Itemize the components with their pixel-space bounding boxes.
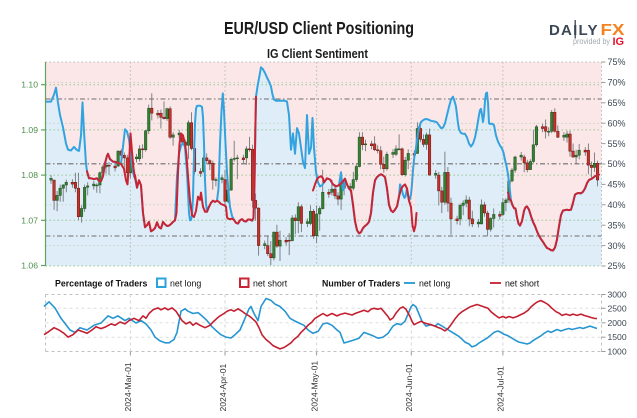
svg-text:1.08: 1.08 (21, 170, 38, 180)
svg-text:Number of Traders: Number of Traders (322, 279, 400, 289)
svg-text:40%: 40% (608, 200, 626, 210)
svg-text:IG Client Sentiment: IG Client Sentiment (267, 47, 369, 61)
svg-text:IG: IG (613, 36, 625, 48)
svg-text:2000: 2000 (608, 318, 627, 328)
svg-text:1.09: 1.09 (21, 125, 38, 135)
svg-text:55%: 55% (608, 139, 626, 149)
svg-text:provided by: provided by (573, 37, 610, 46)
svg-text:65%: 65% (608, 98, 626, 108)
svg-text:1500: 1500 (608, 332, 627, 342)
svg-text:3000: 3000 (608, 290, 627, 300)
svg-text:Percentage of Traders: Percentage of Traders (55, 279, 148, 289)
svg-text:net long: net long (170, 279, 201, 289)
svg-text:2024-May-01: 2024-May-01 (309, 361, 319, 412)
svg-text:35%: 35% (608, 220, 626, 230)
svg-text:EUR/USD Client Positioning: EUR/USD Client Positioning (224, 18, 414, 38)
svg-text:2024-Apr-01: 2024-Apr-01 (218, 364, 228, 412)
svg-text:net long: net long (419, 279, 450, 289)
svg-text:2500: 2500 (608, 303, 627, 313)
svg-text:30%: 30% (608, 241, 626, 251)
svg-text:net short: net short (253, 279, 288, 289)
svg-text:1.10: 1.10 (21, 80, 38, 90)
svg-text:net short: net short (505, 279, 540, 289)
svg-text:75%: 75% (608, 57, 626, 67)
svg-text:1.06: 1.06 (21, 261, 38, 271)
svg-text:FX: FX (601, 22, 625, 39)
svg-text:60%: 60% (608, 118, 626, 128)
svg-text:2024-Jun-01: 2024-Jun-01 (404, 363, 414, 411)
svg-text:1000: 1000 (608, 347, 627, 357)
svg-text:2024-Jul-01: 2024-Jul-01 (496, 366, 506, 412)
svg-text:25%: 25% (608, 261, 626, 271)
svg-text:70%: 70% (608, 78, 626, 88)
svg-text:DAILY: DAILY (549, 22, 598, 39)
svg-text:50%: 50% (608, 159, 626, 169)
svg-text:45%: 45% (608, 180, 626, 190)
svg-text:1.07: 1.07 (21, 215, 38, 225)
svg-text:2024-Mar-01: 2024-Mar-01 (123, 362, 133, 411)
